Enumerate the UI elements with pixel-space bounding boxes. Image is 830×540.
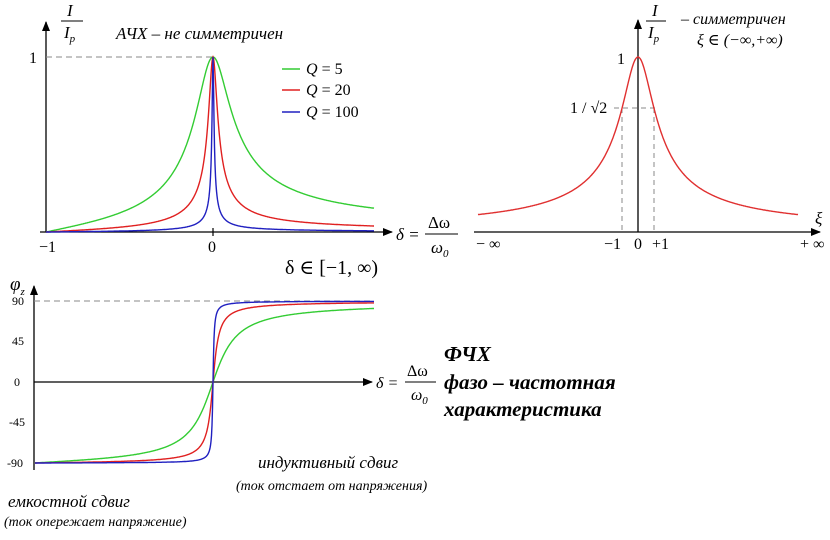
phase-panel: φz 90 45 0 -45 -90 δ = Δω ω0 ФЧХ фазо – … [4,274,616,530]
afc-curve-q100 [46,56,374,233]
legend-q20-label: Q = 20 [306,82,351,99]
sym-tick-root: 1 / √2 [570,100,607,117]
phase-tick-90: 90 [12,294,24,308]
sym-y-label-num: I [651,1,659,20]
afc-tick-one: 1 [29,50,37,67]
legend-q5-label: Q = 5 [306,61,343,78]
sym-title-line2: ξ ∈ (−∞,+∞) [697,32,783,49]
phase-title: ФЧХ [444,342,492,366]
sym-y-label-den: Ip [647,23,660,45]
afc-x-zero-label: 0 [208,239,216,256]
phase-curve-q100 [35,300,374,464]
phase-tick-minus-45: -45 [9,415,25,429]
legend-q100-label: Q = 100 [306,104,359,121]
phase-tick-0: 0 [14,375,20,389]
sym-title-line1: – симметричен [680,11,786,28]
capacitive-shift-label: емкостной сдвиг [8,492,130,511]
sym-tick-one: 1 [617,51,625,68]
afc-delta-num: Δω [428,213,450,232]
inductive-shift-label: индуктивный сдвиг [258,453,398,472]
afc-curve-q5 [45,56,375,233]
sym-x-label-plus-one: +1 [652,236,669,253]
afc-legend: Q = 5 Q = 20 Q = 100 [282,61,359,121]
sym-panel: I Ip – симметричен ξ ∈ (−∞,+∞) 1 1 / √2 … [474,1,824,253]
sym-x-label-neg-inf: − ∞ [476,236,500,253]
phase-tick-45: 45 [12,334,24,348]
sym-x-label-minus-one: −1 [604,236,621,253]
afc-x-left-label: −1 [39,239,56,256]
phase-delta-lhs: δ = [376,375,398,392]
phase-subtitle-2: характеристика [443,397,602,421]
phase-delta-den: ω0 [411,387,428,407]
afc-domain: δ ∈ [−1, ∞) [285,257,378,279]
sym-x-label-zero: 0 [634,236,642,253]
phase-delta-num: Δω [407,363,428,380]
sym-x-label-pos-inf: + ∞ [800,236,824,253]
phase-tick-minus-90: -90 [7,456,23,470]
phase-subtitle-1: фазо – частотная [444,370,616,394]
afc-y-label-den: Ip [63,23,76,45]
afc-y-label-num: I [66,1,74,20]
sym-curve [477,56,799,216]
sym-x-var: ξ [815,209,823,228]
phase-curve-q20 [35,302,374,464]
inductive-shift-note: (ток отстает от напряжения) [236,479,427,494]
afc-delta-lhs: δ = [396,225,420,244]
phase-y-label: φz [10,274,26,298]
afc-curve-q20 [46,55,374,233]
afc-delta-den: ω0 [431,238,449,260]
afc-panel: I Ip АЧХ – не симметричен 1 −1 0 δ = Δω … [29,1,458,279]
afc-title: АЧХ – не симметричен [115,24,283,43]
phase-curve-q5 [35,307,374,464]
capacitive-shift-note: (ток опережает напряжение) [4,515,187,530]
